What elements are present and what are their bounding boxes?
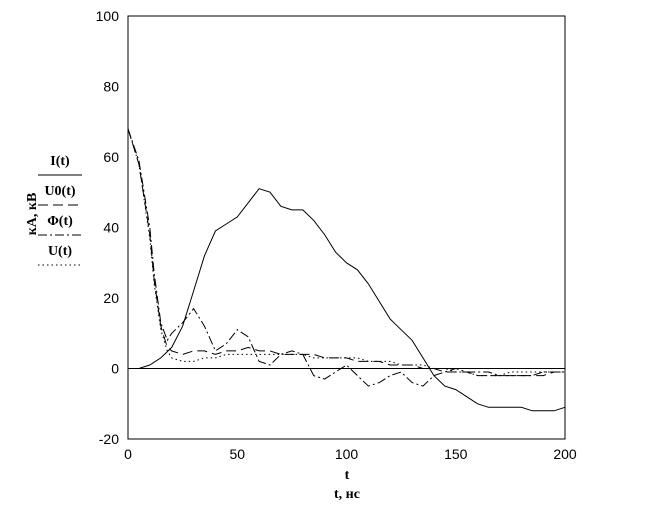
y-tick-label: 20 bbox=[103, 290, 119, 306]
series-line-3 bbox=[127, 128, 565, 387]
x-axis-label: t, нс bbox=[334, 487, 360, 502]
legend-entry-label: U(t) bbox=[48, 244, 72, 259]
y-tick-label: -20 bbox=[99, 431, 119, 447]
series-line-1 bbox=[128, 188, 566, 412]
x-axis-variable-label: t bbox=[345, 468, 350, 483]
x-tick-label: 0 bbox=[124, 446, 132, 462]
y-tick-labels: -20 0 20 40 60 80 100 bbox=[96, 8, 120, 447]
y-tick-label: 40 bbox=[103, 220, 119, 236]
y-tick-label: 0 bbox=[111, 361, 119, 377]
legend: I(t) U0(t) Φ(t) U(t) bbox=[38, 154, 82, 266]
y-tick-label: 60 bbox=[103, 149, 119, 165]
y-axis-label: кА, кВ bbox=[25, 193, 40, 236]
series-lines bbox=[127, 128, 566, 412]
x-tick-label: 50 bbox=[229, 446, 245, 462]
x-tick-label: 200 bbox=[553, 446, 577, 462]
series-line-2 bbox=[127, 128, 565, 377]
plot-area-border bbox=[127, 15, 566, 440]
y-tick-label: 100 bbox=[96, 8, 120, 24]
x-tick-label: 100 bbox=[335, 446, 359, 462]
legend-entry-label: I(t) bbox=[50, 154, 70, 169]
x-tick-label: 150 bbox=[444, 446, 468, 462]
legend-entry-label: Φ(t) bbox=[47, 214, 73, 229]
y-tick-label: 80 bbox=[103, 79, 119, 95]
x-tick-labels: 0 50 100 150 200 bbox=[124, 446, 577, 462]
legend-entry-label: U0(t) bbox=[44, 184, 75, 199]
series-line-4 bbox=[127, 128, 565, 377]
plot-frame bbox=[127, 15, 566, 440]
